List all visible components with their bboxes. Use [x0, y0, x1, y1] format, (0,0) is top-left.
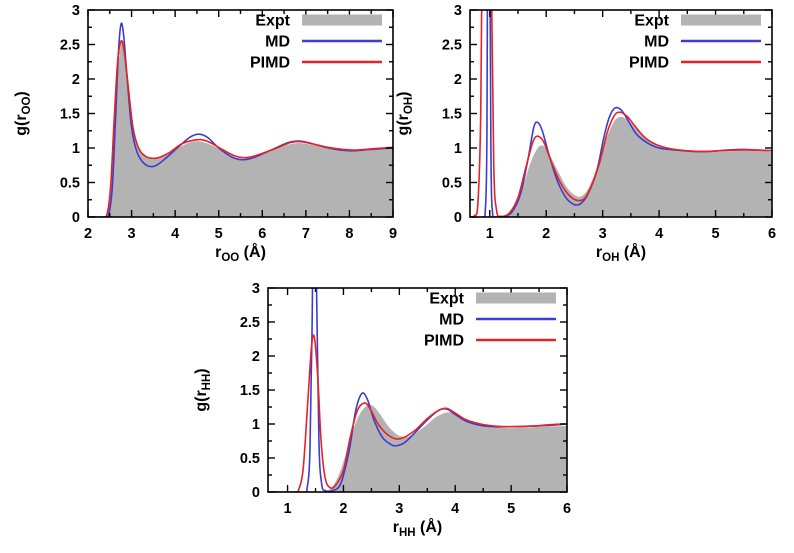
x-axis-label-goo: rOO (Å)	[215, 242, 266, 264]
x-tick-label: 2	[542, 226, 550, 242]
y-tick-label: 0.5	[60, 176, 80, 192]
y-tick-label: 3	[454, 3, 462, 19]
legend-ghh: Expt MD PIMD	[424, 291, 556, 350]
y-tick-label: 2.5	[442, 38, 462, 54]
y-axis-label-ghh: g(rHH)	[193, 368, 213, 411]
legend-goo: Expt MD PIMD	[250, 13, 382, 72]
y-tick-label: 0	[252, 485, 260, 501]
y-tick-label: 0	[72, 210, 80, 226]
y-tick-label: 1	[252, 417, 260, 433]
series-expt-area	[268, 404, 567, 492]
series-pimd-line	[88, 39, 393, 217]
y-tick-label: 2.5	[60, 38, 80, 54]
y-tick-label: 0.5	[442, 176, 462, 192]
x-tick-label: 2	[339, 501, 347, 517]
x-tick-label: 3	[128, 226, 136, 242]
legend-label-md: MD	[265, 34, 290, 51]
x-tick-label: 2	[84, 226, 92, 242]
y-tick-label: 0.5	[240, 451, 260, 467]
legend-label-pimd: PIMD	[629, 55, 669, 72]
x-axis-label-goh: rOH (Å)	[596, 242, 646, 264]
x-axis-label-ghh: rHH (Å)	[393, 517, 443, 539]
series-md-line	[470, 10, 772, 217]
y-tick-label: 1	[454, 141, 462, 157]
x-tick-label: 6	[768, 226, 776, 242]
series-expt-area	[88, 42, 393, 217]
legend-label-expt: Expt	[429, 291, 464, 308]
y-tick-label: 2	[454, 72, 462, 88]
curves-goh	[470, 10, 772, 217]
legend-label-md: MD	[644, 34, 669, 51]
legend-label-expt: Expt	[634, 13, 669, 30]
y-tick-label: 1.5	[60, 107, 80, 123]
legend-goh: Expt MD PIMD	[629, 13, 761, 72]
panel-goo: 2 3 4 5 6 7 8 9 0 0.5 1 1.5 2 2.5 3 rOO (Å) g(rOO) Expt MD…	[13, 3, 397, 264]
legend-swatch-expt	[476, 292, 556, 304]
legend-swatch-expt	[302, 14, 382, 26]
legend-label-pimd: PIMD	[250, 55, 290, 72]
y-tick-label: 2.5	[240, 315, 260, 331]
series-pimd-line	[470, 10, 772, 217]
x-tick-label: 5	[712, 226, 720, 242]
x-tick-label: 4	[451, 501, 459, 517]
ticks-ghh	[268, 287, 568, 493]
x-tick-label: 8	[345, 226, 353, 242]
x-tick-label: 5	[507, 501, 515, 517]
curves-ghh	[268, 288, 567, 492]
curves-goo	[88, 22, 393, 217]
y-tick-label: 3	[252, 281, 260, 297]
x-tick-label: 3	[599, 226, 607, 242]
y-tick-label: 1	[72, 141, 80, 157]
x-tick-label: 9	[389, 226, 397, 242]
y-tick-label: 3	[72, 3, 80, 19]
ticks-goo	[87, 9, 394, 218]
y-axis-label-goo: g(rOO)	[13, 91, 33, 136]
x-tick-label: 6	[258, 226, 266, 242]
x-tick-label: 7	[302, 226, 310, 242]
x-tick-label: 5	[215, 226, 223, 242]
legend-label-expt: Expt	[255, 13, 290, 30]
x-tick-label: 3	[395, 501, 403, 517]
legend-swatch-expt	[681, 14, 761, 26]
series-md-line	[268, 288, 567, 492]
y-tick-label: 2	[252, 349, 260, 365]
y-tick-label: 1.5	[442, 107, 462, 123]
y-tick-label: 0	[454, 210, 462, 226]
y-tick-label: 2	[72, 72, 80, 88]
series-pimd-line	[268, 334, 567, 492]
y-tick-label: 1.5	[240, 383, 260, 399]
y-axis-label-goh: g(rOH)	[395, 92, 415, 136]
x-tick-label: 6	[563, 501, 571, 517]
x-tick-label: 4	[171, 226, 179, 242]
legend-label-md: MD	[439, 312, 464, 329]
series-expt-area	[470, 116, 772, 217]
x-tick-label: 1	[486, 226, 494, 242]
legend-label-pimd: PIMD	[424, 333, 464, 350]
x-tick-label: 1	[284, 501, 292, 517]
x-tick-label: 4	[655, 226, 663, 242]
